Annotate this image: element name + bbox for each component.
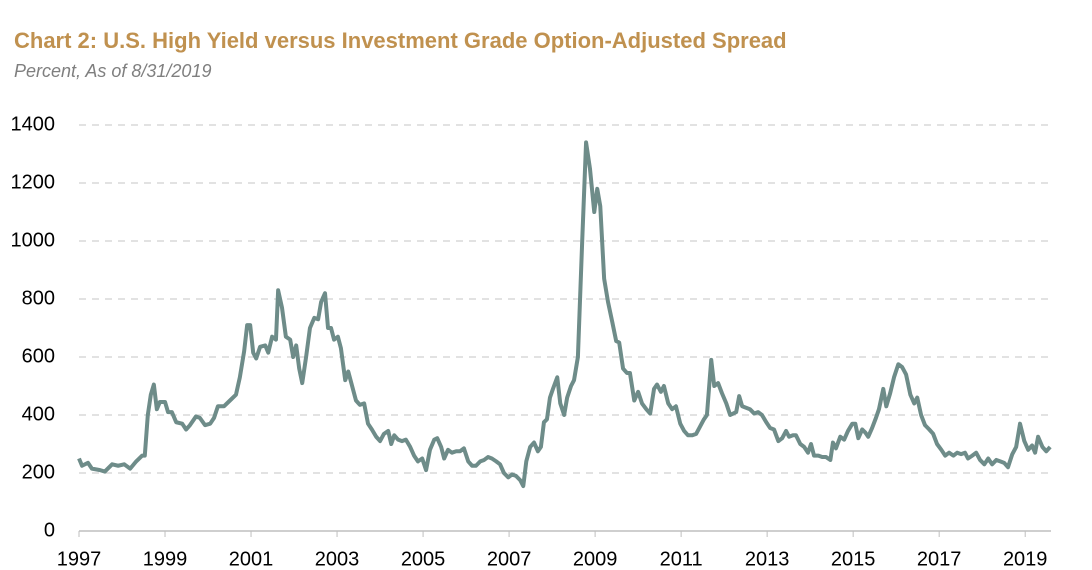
y-tick-label: 800 [22, 287, 55, 309]
chart-subtitle: Percent, As of 8/31/2019 [14, 61, 211, 81]
x-tick-label: 1999 [143, 548, 188, 570]
y-tick-label: 1400 [11, 113, 56, 135]
x-tick-label: 2015 [831, 548, 876, 570]
y-tick-label: 600 [22, 345, 55, 367]
y-tick-label: 200 [22, 461, 55, 483]
x-tick-label: 1997 [57, 548, 102, 570]
x-tick-label: 2019 [1003, 548, 1048, 570]
x-tick-label: 2005 [401, 548, 446, 570]
x-tick-label: 2011 [660, 548, 703, 570]
x-tick-label: 2007 [487, 548, 532, 570]
x-tick-label: 2013 [745, 548, 790, 570]
x-tick-label: 2009 [573, 548, 618, 570]
x-tick-label: 2003 [315, 548, 360, 570]
chart-title: Chart 2: U.S. High Yield versus Investme… [14, 28, 787, 53]
y-tick-label: 1000 [11, 229, 56, 251]
x-tick-label: 2001 [229, 548, 274, 570]
x-tick-label: 2017 [917, 548, 962, 570]
y-tick-label: 400 [22, 403, 55, 425]
y-tick-label: 1200 [11, 171, 56, 193]
series-line [77, 140, 1052, 489]
y-tick-label: 0 [44, 519, 55, 541]
